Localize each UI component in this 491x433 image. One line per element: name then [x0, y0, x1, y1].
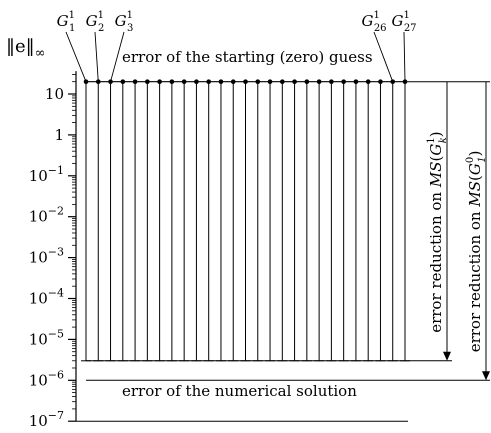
grid-start-point: [145, 79, 150, 84]
grid-start-point: [206, 79, 211, 84]
grid-start-point: [316, 79, 322, 84]
grid-start-point: [132, 79, 138, 84]
tick-label: 10−2: [29, 205, 64, 226]
tick-label: 10−4: [29, 287, 64, 308]
grid-start-point: [157, 79, 162, 84]
grid-start-point: [267, 79, 273, 84]
tick-label: 10−7: [29, 409, 64, 428]
grid-start-point: [280, 79, 285, 84]
tick-label: 10: [45, 85, 64, 103]
tick-label: 10−5: [29, 327, 64, 348]
grid-label: G1 3: [115, 10, 134, 34]
grid-start-point: [243, 79, 248, 84]
tick-label: 10−3: [29, 246, 64, 267]
grid-start-point: [329, 79, 334, 84]
grid-label-leader: [403, 31, 406, 82]
grid-start-point: [255, 79, 261, 84]
y-axis-label: ‖e‖∞: [6, 36, 46, 61]
grid-start-point: [218, 79, 224, 84]
grid-start-point: [120, 79, 126, 84]
grid-error-lines: [81, 79, 410, 362]
arrow-head: [482, 371, 490, 381]
grid-start-point: [353, 79, 359, 84]
starting-error-label: error of the starting (zero) guess: [122, 48, 373, 66]
y-axis: ‖e‖∞: [6, 36, 77, 422]
tick-label: 1: [54, 126, 64, 144]
error-reduction-label: error reduction on MS(G1k): [426, 131, 449, 332]
grid-start-point: [378, 79, 383, 84]
y-axis-ticks: 10 1 10−1 10−2 10−3 10−4 10−5 10−6 10−7: [29, 74, 76, 430]
grid-start-point: [365, 79, 371, 84]
grid-start-point: [292, 79, 297, 84]
error-levels: error of the starting (zero) guess error…: [76, 48, 490, 422]
grid-label: G1 2: [86, 10, 105, 34]
numerical-error-label: error of the numerical solution: [122, 382, 357, 400]
grid-label: G1 27: [391, 10, 416, 34]
error-reduction-label: error reduction on MS(G01): [465, 151, 488, 353]
grid-start-point: [341, 79, 346, 84]
grid-label-leader: [94, 31, 99, 82]
arrow-head: [443, 351, 451, 361]
grid-label: G1 1: [57, 10, 76, 34]
grid-start-point: [181, 79, 187, 84]
tick-label: 10−6: [29, 368, 64, 389]
grid-label-leader: [373, 31, 394, 82]
grid-start-point: [304, 79, 310, 84]
grid-start-point: [230, 79, 236, 84]
grid-label-leader: [65, 31, 87, 82]
grid-label: G1 26: [361, 10, 386, 34]
error-reduction-arrows: error reduction on MS(G1k) error reductio…: [426, 81, 490, 381]
tick-label: 10−1: [29, 164, 64, 185]
grid-start-point: [194, 79, 199, 84]
grid-start-point: [169, 79, 175, 84]
grid-label-leader: [110, 31, 125, 82]
grid-labels: G1 1 G1 2 G1 3 G1 26 G1 27: [57, 10, 417, 82]
